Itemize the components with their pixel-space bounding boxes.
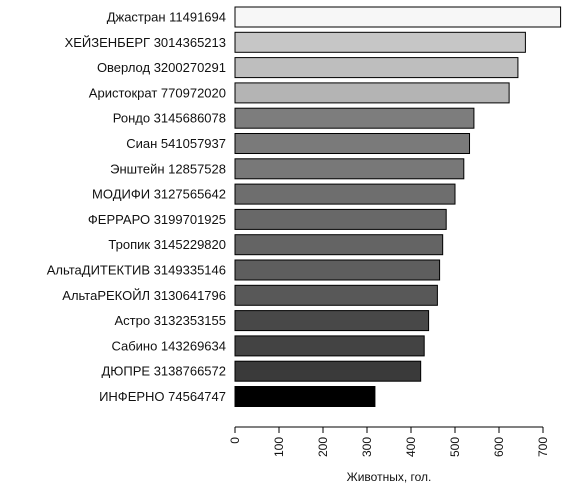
category-label-7: Энштейн 12857528 (110, 161, 226, 176)
bar-15 (234, 360, 422, 382)
category-label-13: Астро 3132353155 (115, 313, 227, 328)
category-label-12: АльтаРЕКОЙЛ 3130641796 (62, 288, 226, 303)
bar-12 (234, 284, 438, 306)
bar-2 (234, 31, 526, 53)
category-label-16: ИНФЕРНО 74564747 (99, 389, 226, 404)
bar-8 (234, 183, 456, 205)
category-label-3: Оверлод 3200270291 (97, 60, 226, 75)
category-label-11: АльтаДИТЕКТИВ 3149335146 (47, 263, 226, 278)
category-label-10: Тропик 3145229820 (108, 237, 226, 252)
category-label-14: Сабино 143269634 (111, 338, 226, 353)
category-label-9: ФЕРРАРО 3199701925 (88, 212, 226, 227)
x-tick-label-300: 300 (360, 437, 374, 457)
category-label-8: МОДИФИ 3127565642 (92, 187, 226, 202)
bar-9 (234, 208, 447, 230)
category-label-5: Рондо 3145686078 (113, 111, 226, 126)
x-tick-label-200: 200 (316, 437, 330, 457)
bars-group (234, 6, 562, 407)
category-label-6: Сиан 541057937 (126, 136, 226, 151)
bar-6 (234, 133, 471, 154)
bar-14 (234, 335, 425, 357)
x-axis: 0 100 200 300 400 500 600 700 (228, 426, 550, 457)
bar-10 (234, 234, 444, 256)
bar-5 (234, 107, 475, 129)
bar-13 (234, 310, 430, 332)
x-tick-label-500: 500 (448, 437, 462, 457)
x-tick-label-700: 700 (536, 437, 550, 457)
x-axis-title: Животных, гол. (347, 470, 432, 484)
bar-11 (234, 259, 441, 281)
category-label-2: ХЕЙЗЕНБЕРГ 3014365213 (65, 35, 226, 50)
category-label-4: Аристократ 770972020 (89, 85, 226, 100)
x-tick-label-600: 600 (492, 437, 506, 457)
bar-3 (234, 57, 519, 79)
bar-7 (234, 158, 465, 180)
bar-16 (234, 386, 376, 407)
x-tick-label-100: 100 (272, 437, 286, 457)
x-tick-label-0: 0 (228, 437, 242, 444)
category-label-1: Джастран 11491694 (107, 10, 226, 25)
x-tick-label-400: 400 (404, 437, 418, 457)
category-label-15: ДЮПРЕ 3138766572 (101, 364, 226, 379)
bar-4 (234, 82, 510, 104)
category-labels-group: Джастран 11491694 ХЕЙЗЕНБЕРГ 3014365213 Ов… (47, 10, 226, 405)
bar-1 (234, 6, 562, 28)
